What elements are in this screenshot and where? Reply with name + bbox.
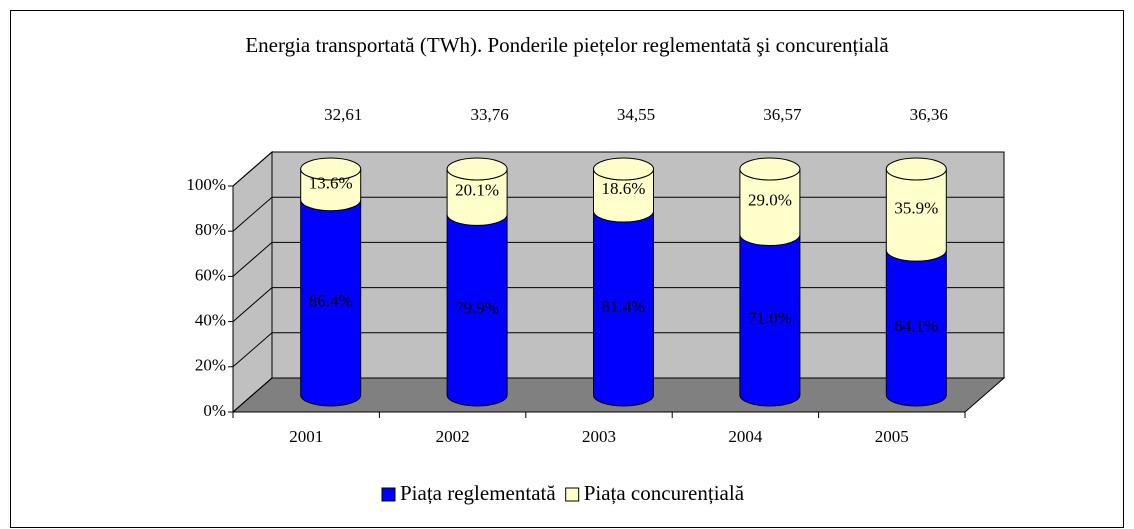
- value-label: 79.9%: [455, 299, 499, 318]
- chart-title: Energia transportată (TWh). Ponderile pi…: [245, 33, 889, 57]
- x-tick-label: 2001: [289, 427, 323, 446]
- value-label: 13.6%: [309, 173, 353, 192]
- x-tick-label: 2005: [875, 427, 909, 446]
- cylinder-top: [739, 157, 801, 181]
- value-label: 18.6%: [602, 179, 646, 198]
- y-tick-label: 40%: [195, 311, 226, 330]
- x-tick-label: 2003: [582, 427, 616, 446]
- cylinder-top: [300, 157, 362, 181]
- x-tick-label: 2004: [728, 427, 763, 446]
- y-tick-label: 100%: [186, 175, 226, 194]
- total-label: 33,76: [470, 105, 508, 124]
- cylinder-top: [446, 157, 508, 181]
- grid-line: [232, 151, 1004, 187]
- value-label: 20.1%: [455, 181, 499, 200]
- cylinder-top: [593, 157, 654, 181]
- legend-label: Piața concurențială: [584, 481, 745, 505]
- y-tick-label: 60%: [195, 265, 226, 284]
- value-label: 64.1%: [894, 316, 938, 335]
- x-tick-label: 2002: [436, 427, 470, 446]
- side-wall: [232, 150, 273, 414]
- legend-swatch: [565, 487, 580, 502]
- value-label: 71.0%: [748, 309, 792, 328]
- y-tick-label: 20%: [195, 356, 226, 375]
- total-label: 34,55: [617, 105, 655, 124]
- total-label: 36,57: [763, 105, 802, 124]
- value-label: 35.9%: [894, 198, 938, 217]
- cylinder-top: [885, 157, 947, 181]
- total-label: 32,61: [324, 105, 362, 124]
- total-label: 36,36: [910, 105, 948, 124]
- y-tick-label: 80%: [195, 220, 226, 239]
- value-label: 81.4%: [602, 297, 646, 316]
- legend-label: Piața reglementată: [400, 481, 556, 505]
- value-label: 86.4%: [309, 291, 353, 310]
- y-tick-label: 0%: [203, 401, 226, 420]
- value-label: 29.0%: [748, 191, 792, 210]
- legend-swatch: [381, 487, 396, 502]
